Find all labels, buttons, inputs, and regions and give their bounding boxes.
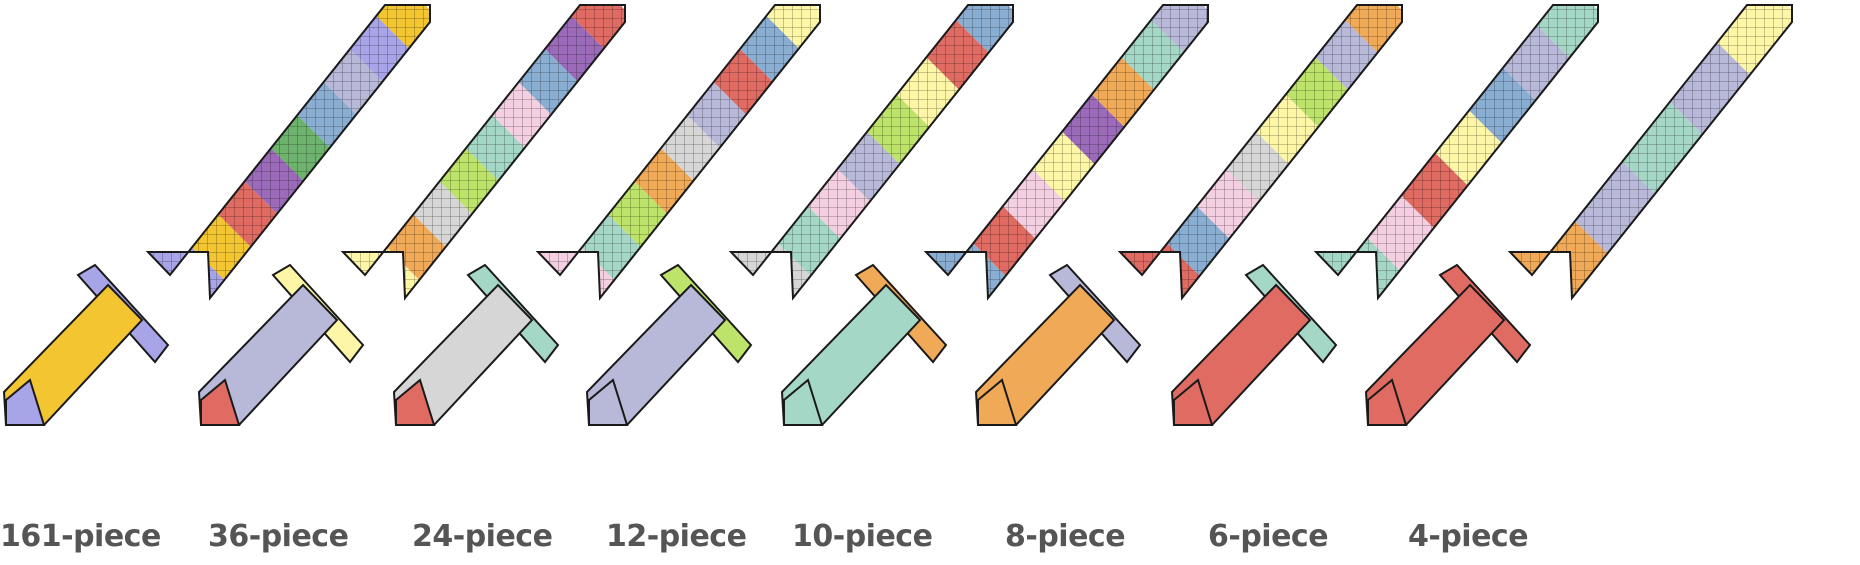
pommel [977, 378, 1018, 426]
sword-label-36: 36-piece [208, 519, 349, 554]
sword-label-161: 161-piece [0, 519, 161, 554]
pommel [588, 378, 629, 426]
pommel [783, 378, 824, 426]
pommel [395, 378, 436, 426]
pommel [200, 378, 241, 426]
sword-label-8: 8-piece [1005, 519, 1126, 554]
sword-label-10: 10-piece [792, 519, 933, 554]
pommel [5, 378, 46, 426]
sword-label-4: 4-piece [1408, 519, 1529, 554]
sword-label-6: 6-piece [1208, 519, 1329, 554]
pommel [1173, 378, 1214, 426]
sword-label-24: 24-piece [412, 519, 553, 554]
pommel [1367, 378, 1408, 426]
sword-label-12: 12-piece [606, 519, 747, 554]
